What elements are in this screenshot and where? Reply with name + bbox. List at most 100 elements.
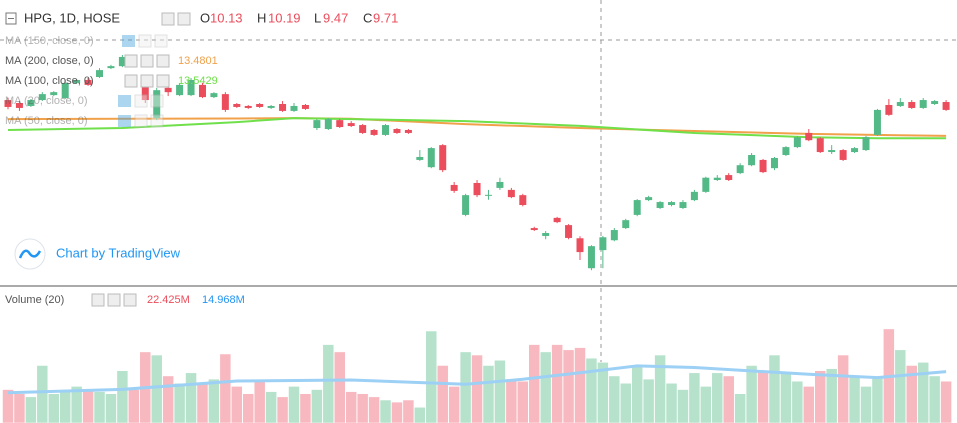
- candle-body: [919, 100, 927, 108]
- candle-body: [873, 109, 881, 135]
- study-name: MA (150, close, 0): [5, 35, 94, 47]
- candle-body: [290, 105, 298, 111]
- volume-pane: [2, 328, 952, 423]
- volume-bar: [620, 383, 632, 423]
- volume-bar: [82, 389, 94, 423]
- volume-bar: [322, 344, 335, 423]
- candle-body: [622, 220, 630, 229]
- volume-bar: [379, 399, 392, 423]
- candle-body: [702, 177, 710, 192]
- volume-bar: [219, 353, 232, 423]
- candle-body: [828, 150, 836, 153]
- candle-body: [244, 105, 252, 108]
- remove-icon[interactable]: [156, 54, 170, 68]
- volume-bar: [791, 380, 804, 423]
- watermark[interactable]: Chart by TradingView: [56, 245, 181, 260]
- remove-icon[interactable]: [150, 114, 164, 128]
- candle-body: [96, 70, 104, 78]
- volume-bar: [253, 380, 266, 423]
- candle-body: [885, 104, 893, 115]
- volume-title: Volume (20): [5, 294, 64, 306]
- candle-body: [462, 195, 470, 215]
- candle-body: [359, 125, 367, 133]
- candle-body: [176, 84, 184, 96]
- settings-icon[interactable]: [140, 74, 154, 88]
- remove-icon[interactable]: [154, 34, 168, 48]
- candle-body: [725, 175, 733, 181]
- volume-bar: [585, 357, 598, 423]
- volume-bar: [162, 375, 174, 423]
- eye-icon[interactable]: [124, 54, 138, 68]
- candle-body: [382, 125, 390, 135]
- volume-bar: [825, 368, 838, 423]
- volume-bar: [688, 372, 701, 423]
- settings-icon[interactable]: [177, 12, 191, 26]
- candle-body: [198, 84, 206, 98]
- candle-body: [279, 103, 287, 111]
- volume-bar: [128, 389, 140, 423]
- volume-bar: [93, 391, 106, 423]
- candle-body: [530, 228, 538, 231]
- volume-bar: [299, 393, 312, 423]
- eye-icon[interactable]: [122, 35, 135, 47]
- volume-bar: [528, 344, 540, 423]
- settings-icon[interactable]: [107, 293, 121, 307]
- eye-icon[interactable]: [124, 74, 138, 88]
- ohlc-letter: O: [200, 10, 210, 25]
- candle-body: [759, 159, 767, 173]
- candle-body: [473, 182, 481, 196]
- volume-bar: [25, 396, 37, 423]
- settings-icon[interactable]: [138, 34, 152, 48]
- candle-body: [61, 82, 69, 99]
- eye-icon[interactable]: [118, 95, 131, 107]
- candle-body: [839, 150, 847, 160]
- volume-bar: [414, 407, 426, 423]
- volume-bar: [173, 383, 186, 423]
- volume-bar: [196, 383, 209, 423]
- volume-bar: [860, 386, 872, 423]
- study-name: MA (20, close, 0): [5, 95, 88, 107]
- candle-body: [519, 195, 527, 206]
- volume-bar: [711, 372, 724, 423]
- settings-icon[interactable]: [140, 54, 154, 68]
- remove-icon[interactable]: [156, 74, 170, 88]
- candle-body: [565, 225, 573, 238]
- candle-body: [782, 147, 790, 156]
- candle-body: [690, 191, 698, 201]
- volume-bar: [436, 365, 449, 423]
- candle-body: [633, 200, 641, 215]
- candle-body: [942, 102, 950, 110]
- volume-bar: [917, 362, 929, 423]
- settings-icon[interactable]: [134, 114, 148, 128]
- remove-icon[interactable]: [123, 293, 137, 307]
- candle-body: [210, 93, 218, 98]
- volume-value: 22.425M: [147, 294, 190, 306]
- candle-body: [73, 79, 81, 83]
- remove-icon[interactable]: [150, 94, 164, 108]
- candle-body: [256, 103, 264, 107]
- candle-body: [851, 148, 859, 153]
- ohlc-value: 10.19: [268, 10, 301, 25]
- volume-bar: [517, 380, 529, 423]
- volume-bar: [608, 375, 621, 423]
- candle-body: [496, 181, 504, 188]
- settings-icon[interactable]: [134, 94, 148, 108]
- volume-bar: [505, 378, 518, 423]
- eye-icon[interactable]: [118, 115, 131, 127]
- candle-body: [713, 177, 721, 181]
- eye-icon[interactable]: [161, 12, 175, 26]
- study-name: MA (50, close, 0): [5, 115, 88, 127]
- volume-bar: [940, 380, 952, 423]
- candle-body: [656, 202, 664, 208]
- ma-line: [7, 364, 947, 395]
- volume-bar: [391, 401, 403, 423]
- candle-body: [931, 101, 939, 104]
- volume-bar: [494, 360, 506, 423]
- volume-bar: [837, 354, 849, 423]
- eye-icon[interactable]: [91, 293, 105, 307]
- volume-bar: [48, 393, 60, 423]
- candle-body: [748, 155, 756, 166]
- candle-body: [153, 90, 161, 119]
- candle-body: [4, 100, 12, 107]
- study-value: 13.5429: [178, 75, 218, 87]
